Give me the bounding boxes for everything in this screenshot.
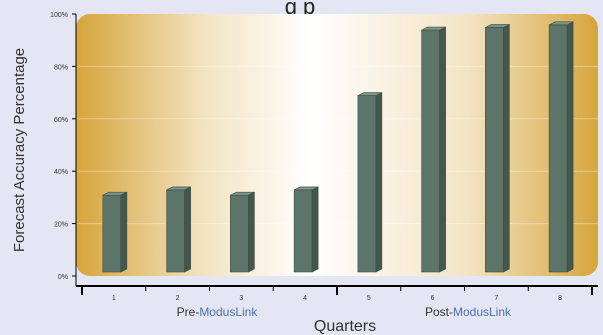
- bars-layer: [102, 21, 574, 273]
- plot-area: [76, 14, 598, 276]
- bar-front: [485, 27, 504, 273]
- bar-side: [566, 21, 574, 273]
- bar-side: [503, 23, 510, 273]
- x-tick-label: 1: [112, 295, 116, 302]
- group-label-pre-highlight: ModusLink: [199, 305, 258, 319]
- bar-top: [421, 26, 446, 31]
- bar: [357, 92, 383, 273]
- bar-front: [102, 194, 122, 273]
- bar: [230, 191, 255, 273]
- x-tick-label: 7: [494, 295, 498, 302]
- bar-side: [248, 191, 255, 273]
- bar-front: [421, 29, 440, 273]
- bar-front: [293, 189, 313, 273]
- bar-top: [293, 186, 319, 191]
- y-tick-label: 60%: [54, 117, 68, 124]
- bar-front: [548, 24, 568, 273]
- x-axis-label: Quarters: [314, 318, 376, 335]
- bar-top: [485, 24, 510, 28]
- bar-side: [311, 186, 319, 273]
- bar: [421, 26, 446, 273]
- bar-top: [166, 186, 191, 191]
- bar: [548, 21, 574, 273]
- x-tick-label: 4: [303, 295, 307, 302]
- bar-top: [548, 21, 574, 26]
- bar-front: [166, 189, 185, 273]
- y-tick-label: 100%: [50, 12, 68, 19]
- group-label-post-highlight: ModusLink: [453, 305, 512, 319]
- x-tick-label: 8: [558, 295, 562, 302]
- x-tick-label: 6: [431, 295, 435, 302]
- y-tick-label: 20%: [54, 222, 68, 229]
- bar: [485, 23, 510, 273]
- bar-front: [230, 194, 249, 273]
- bar: [102, 191, 128, 273]
- x-ticks: 1 2 3 4 5 6 7 8: [81, 286, 593, 302]
- group-label-post-prefix: Post-: [425, 305, 453, 319]
- bar-side: [120, 191, 128, 273]
- y-ticks: 0% 20% 40% 60% 80% 100%: [50, 12, 76, 281]
- y-tick-label: 40%: [54, 169, 68, 176]
- x-tick-label: 3: [239, 295, 243, 302]
- bar-top: [102, 191, 128, 196]
- bar-front: [357, 95, 377, 273]
- group-label-pre-prefix: Pre-: [177, 305, 200, 319]
- bar-top: [230, 191, 255, 196]
- bar-side: [439, 26, 446, 273]
- x-tick-label: 2: [176, 295, 180, 302]
- y-tick-label: 0%: [58, 274, 68, 281]
- bar: [166, 186, 191, 273]
- bar-side: [184, 186, 191, 273]
- group-label-pre: Pre-ModusLink: [177, 305, 259, 319]
- y-axis-label: Forecast Accuracy Percentage: [11, 48, 28, 252]
- group-label-post: Post-ModusLink: [425, 305, 512, 319]
- x-tick-label: 5: [367, 295, 371, 302]
- gridlines: [76, 65, 598, 225]
- bar-side: [375, 92, 383, 273]
- bar: [293, 186, 319, 273]
- y-tick-label: 80%: [54, 64, 68, 71]
- bar-top: [357, 92, 383, 96]
